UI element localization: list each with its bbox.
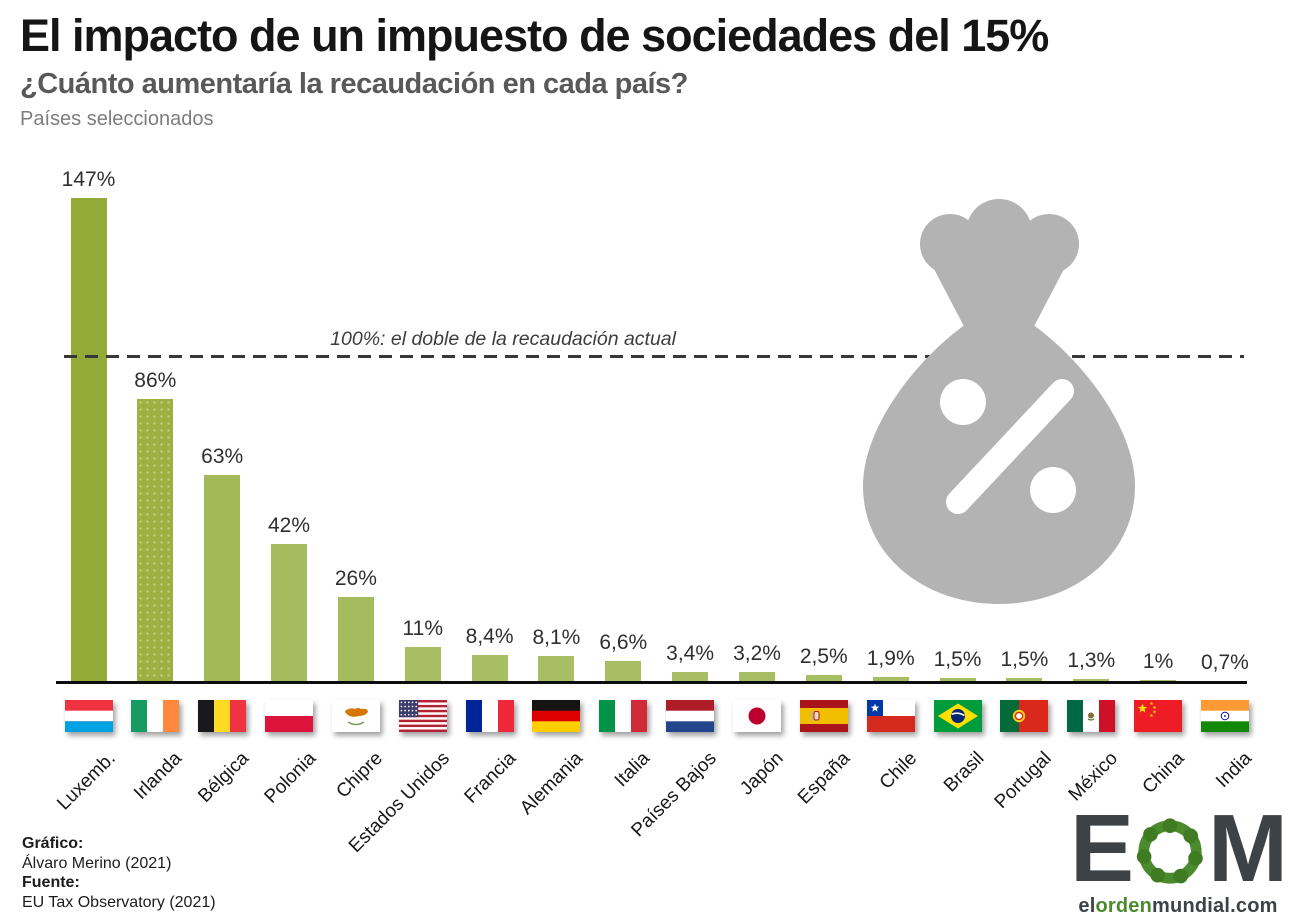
percent-icon [940, 379, 1076, 514]
bar-value-label: 0,7% [1200, 650, 1249, 674]
bar-value-label: 1,9% [866, 646, 915, 670]
country-label: Francia [460, 748, 521, 808]
wordmark-mundial: mundial.com [1152, 895, 1278, 917]
bar-cy [337, 597, 374, 683]
reference-line-label: 100%: el doble de la recaudación actual [330, 328, 676, 350]
flag-icon-it [599, 700, 648, 732]
flag-icon-de [532, 700, 581, 732]
flag-icon-jp [733, 700, 781, 732]
bar-value-label: 1,5% [1000, 648, 1049, 671]
reference-line [64, 355, 1244, 358]
bar-value-label: 86% [134, 369, 177, 393]
flag-icon-nl [666, 700, 715, 732]
bar-pt [1006, 678, 1043, 683]
flag-icon-es [799, 700, 848, 732]
country-label: Chile [876, 748, 922, 794]
flag-icon-ie [131, 700, 180, 732]
flag-icon-pt [1000, 700, 1049, 732]
bar-value-label: 26% [334, 567, 377, 591]
bar-value-label: 1,3% [1067, 648, 1116, 672]
eom-letter-e: E [1070, 795, 1134, 902]
country-label: Irlanda [130, 748, 187, 804]
bar-jp [739, 672, 775, 683]
page-title: El impacto de un impuesto de sociedades … [20, 10, 1049, 61]
wordmark-el: el [1078, 895, 1096, 917]
bar-br [939, 678, 976, 683]
bar-value-label: 1% [1142, 649, 1174, 673]
flag-icon-mx [1067, 700, 1116, 732]
flag-icon-cy [331, 700, 380, 732]
bar-be [204, 475, 241, 683]
graphic-label: Gráfico: [22, 835, 84, 852]
eom-letter-m: M [1208, 795, 1288, 902]
country-label: China [1138, 748, 1189, 798]
bar-nl [672, 671, 709, 683]
bar-value-label: 42% [267, 514, 311, 538]
bar-ie [137, 399, 174, 683]
flag-icon-be [198, 700, 247, 732]
bar-fr [471, 655, 508, 683]
flag-icon-fr [465, 700, 514, 732]
country-label: Japón [736, 748, 788, 800]
eom-letters: E M [1070, 795, 1288, 902]
page-subtitle: ¿Cuánto aumentaría la recaudación en cad… [20, 68, 688, 100]
country-label: Italia [610, 748, 655, 792]
bar-us [404, 646, 441, 683]
bar-cl [872, 676, 909, 683]
x-axis-line [56, 681, 1247, 684]
bar-value-label: 6,6% [599, 631, 648, 655]
flag-icon-cl [866, 700, 915, 732]
source-label: Fuente: [22, 874, 80, 891]
country-label: España [794, 748, 855, 809]
country-label: Luxemb. [52, 748, 120, 815]
eom-wordmark: elordenmundial.com [1070, 895, 1286, 918]
bar-value-label: 3,2% [733, 642, 781, 666]
country-label: India [1211, 748, 1256, 792]
flag-icon-in [1200, 700, 1249, 732]
bar-value-label: 3,4% [666, 641, 715, 665]
flag-icon-pl [265, 700, 313, 732]
graphic-author: Álvaro Merino (2021) [22, 854, 172, 872]
bar-mx [1073, 678, 1110, 683]
country-label: Polonia [260, 748, 320, 808]
country-label: Alemania [516, 748, 588, 819]
flag-icon-br [933, 700, 982, 732]
bar-value-label: 1,5% [933, 648, 982, 671]
country-label: Chipre [332, 748, 387, 803]
bar-value-label: 63% [201, 445, 244, 469]
bar-value-label: 2,5% [799, 644, 848, 668]
flag-icon-us [398, 700, 447, 732]
flag-icon-cn [1134, 700, 1183, 732]
flag-icon-lu [64, 700, 113, 732]
bar-pl [271, 544, 307, 683]
country-label: Brasil [939, 748, 989, 797]
bar-value-label: 147% [61, 167, 116, 191]
bar-value-label: 8,4% [465, 625, 514, 649]
bar-value-label: 11% [402, 616, 444, 640]
page-note: Países seleccionados [20, 108, 214, 130]
money-bag-percent-icon [863, 199, 1135, 604]
source-name: EU Tax Observatory (2021) [22, 893, 216, 911]
credits: Gráfico: Álvaro Merino (2021) Fuente: EU… [22, 834, 216, 912]
country-label: Bélgica [194, 748, 254, 807]
wordmark-orden: orden [1095, 895, 1153, 917]
bar-it [605, 661, 642, 683]
country-label: Portugal [990, 748, 1056, 813]
bar-lu [70, 197, 107, 683]
bar-de [538, 656, 575, 683]
eom-logo: E M elordenmundial.com [1070, 795, 1288, 918]
eom-globe-icon [1136, 818, 1203, 884]
bar-es [805, 674, 842, 684]
header: El impacto de un impuesto de sociedades … [20, 10, 1049, 132]
bar-value-label: 8,1% [532, 626, 581, 650]
